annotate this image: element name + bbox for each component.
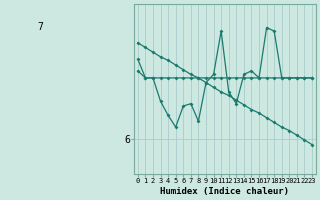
X-axis label: Humidex (Indice chaleur): Humidex (Indice chaleur) [160,187,289,196]
Text: 7: 7 [37,22,43,32]
